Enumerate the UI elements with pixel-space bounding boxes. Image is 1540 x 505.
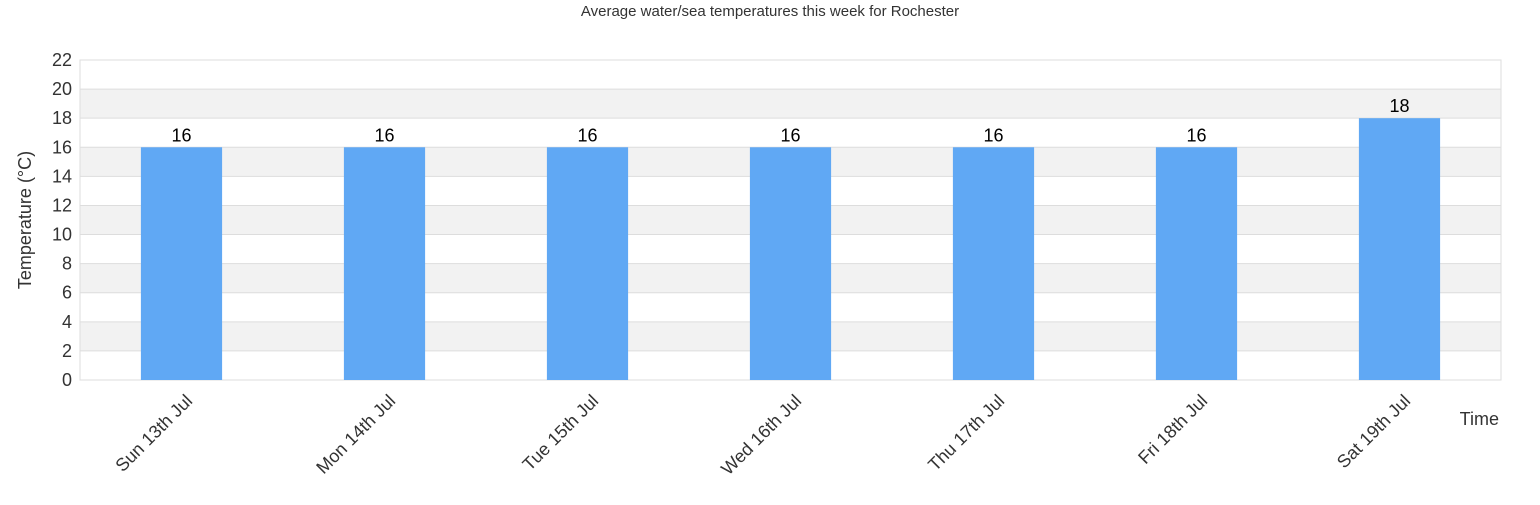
y-tick-label: 0 [62, 370, 72, 390]
x-tick-label: Tue 15th Jul [519, 391, 603, 475]
data-label: 16 [577, 125, 597, 145]
data-labels: 16 16 16 16 16 16 18 [171, 96, 1409, 145]
bar [749, 147, 832, 380]
bar [546, 147, 629, 380]
data-label: 16 [983, 125, 1003, 145]
data-label: 16 [780, 125, 800, 145]
y-tick-label: 14 [52, 166, 72, 186]
y-tick-label: 18 [52, 108, 72, 128]
x-axis-ticks: Sun 13th Jul Mon 14th Jul Tue 15th Jul Wed … [111, 391, 1414, 479]
y-tick-label: 22 [52, 50, 72, 70]
y-tick-label: 4 [62, 312, 72, 332]
y-axis-ticks: 0 2 4 6 8 10 12 14 16 18 20 22 [52, 50, 72, 390]
y-tick-label: 8 [62, 254, 72, 274]
bar [1155, 147, 1238, 380]
x-tick-label: Wed 16th Jul [717, 391, 805, 479]
bars [140, 118, 1441, 380]
y-axis-label: Temperature (°C) [15, 151, 35, 289]
x-tick-label: Sun 13th Jul [111, 391, 196, 476]
bar [952, 147, 1035, 380]
y-tick-label: 2 [62, 341, 72, 361]
y-tick-label: 10 [52, 225, 72, 245]
y-tick-label: 6 [62, 283, 72, 303]
y-tick-label: 12 [52, 195, 72, 215]
bar [140, 147, 223, 380]
data-label: 16 [1186, 125, 1206, 145]
x-tick-label: Sat 19th Jul [1333, 391, 1414, 472]
x-tick-label: Fri 18th Jul [1134, 391, 1211, 468]
data-label: 16 [374, 125, 394, 145]
x-tick-label: Thu 17th Jul [924, 391, 1008, 475]
data-label: 18 [1389, 96, 1409, 116]
background-band [80, 89, 1501, 119]
bar [343, 147, 426, 380]
x-axis-label: Time [1460, 409, 1499, 429]
y-tick-label: 16 [52, 137, 72, 157]
data-label: 16 [171, 125, 191, 145]
chart-title: Average water/sea temperatures this week… [581, 3, 959, 20]
x-tick-label: Mon 14th Jul [312, 391, 399, 478]
y-tick-label: 20 [52, 79, 72, 99]
bar [1358, 118, 1441, 380]
